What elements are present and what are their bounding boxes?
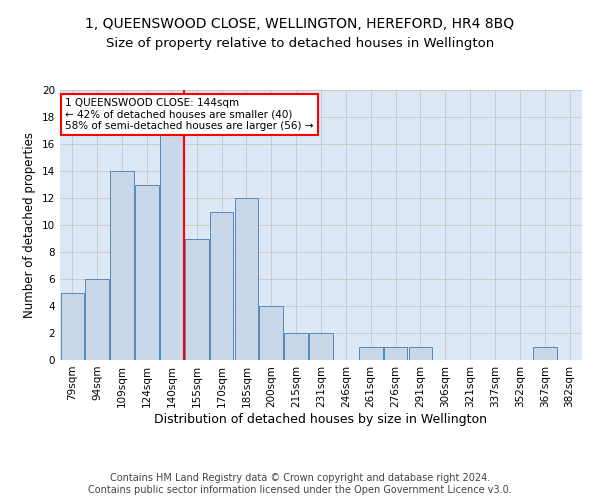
Bar xyxy=(235,198,258,360)
Text: Contains HM Land Registry data © Crown copyright and database right 2024.
Contai: Contains HM Land Registry data © Crown c… xyxy=(88,474,512,495)
X-axis label: Distribution of detached houses by size in Wellington: Distribution of detached houses by size … xyxy=(155,412,487,426)
Bar xyxy=(284,333,308,360)
Bar xyxy=(210,212,233,360)
Bar xyxy=(85,279,109,360)
Bar xyxy=(110,171,134,360)
Y-axis label: Number of detached properties: Number of detached properties xyxy=(23,132,37,318)
Text: Size of property relative to detached houses in Wellington: Size of property relative to detached ho… xyxy=(106,38,494,51)
Bar xyxy=(259,306,283,360)
Text: 1 QUEENSWOOD CLOSE: 144sqm
← 42% of detached houses are smaller (40)
58% of semi: 1 QUEENSWOOD CLOSE: 144sqm ← 42% of deta… xyxy=(65,98,314,132)
Bar xyxy=(384,346,407,360)
Text: 1, QUEENSWOOD CLOSE, WELLINGTON, HEREFORD, HR4 8BQ: 1, QUEENSWOOD CLOSE, WELLINGTON, HEREFOR… xyxy=(85,18,515,32)
Bar xyxy=(359,346,383,360)
Bar xyxy=(409,346,432,360)
Bar xyxy=(533,346,557,360)
Bar xyxy=(160,130,184,360)
Bar xyxy=(185,238,209,360)
Bar xyxy=(61,292,84,360)
Bar xyxy=(135,184,159,360)
Bar xyxy=(309,333,333,360)
